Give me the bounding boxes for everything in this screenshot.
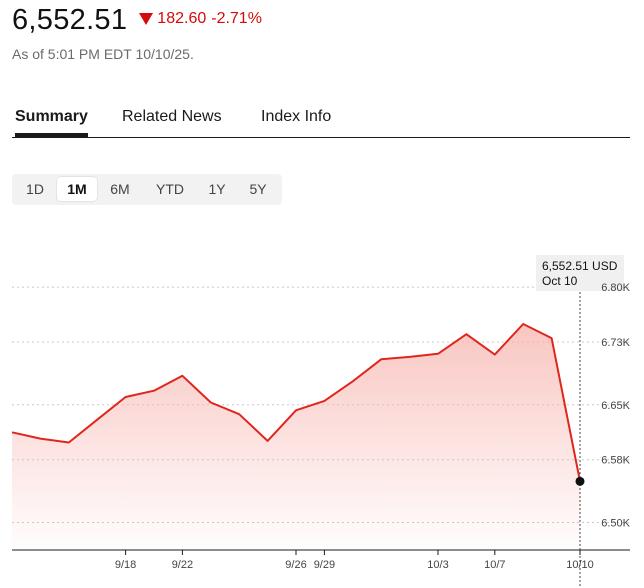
x-tick-label: 9/18 bbox=[115, 559, 136, 571]
change-percent: -2.71% bbox=[211, 10, 262, 27]
y-tick-label: 6.58K bbox=[601, 455, 630, 467]
tab-summary[interactable]: Summary bbox=[15, 108, 88, 137]
index-price: 6,552.51 bbox=[12, 4, 128, 36]
y-tick-label: 6.65K bbox=[601, 400, 630, 412]
x-tick-label: 9/22 bbox=[172, 559, 193, 571]
x-tick-label: 9/29 bbox=[314, 559, 335, 571]
range-1y[interactable]: 1Y bbox=[208, 181, 226, 197]
x-tick-label: 10/10 bbox=[566, 559, 594, 571]
price-tooltip: 6,552.51 USD Oct 10 bbox=[536, 255, 624, 291]
triangle-down-icon bbox=[139, 13, 154, 25]
y-tick-label: 6.80K bbox=[601, 282, 630, 294]
last-price-point[interactable] bbox=[575, 476, 585, 486]
tab-bar: Summary Related News Index Info bbox=[12, 108, 630, 138]
range-ytd[interactable]: YTD bbox=[156, 181, 184, 197]
change-value: 182.60 bbox=[157, 10, 207, 27]
range-1m[interactable]: 1M bbox=[57, 177, 97, 201]
y-tick-label: 6.50K bbox=[601, 518, 630, 530]
x-tick-label: 10/7 bbox=[484, 559, 505, 571]
tab-index-info[interactable]: Index Info bbox=[261, 108, 332, 125]
tab-related-news[interactable]: Related News bbox=[122, 108, 222, 125]
tooltip-date: Oct 10 bbox=[542, 274, 578, 288]
x-tick-label: 10/3 bbox=[427, 559, 448, 571]
price-chart[interactable]: 6,552.51 USD Oct 10 6.80K 6.73K 6.65K 6.58K… bbox=[0, 240, 644, 588]
as-of-timestamp: As of 5:01 PM EDT 10/10/25. bbox=[12, 46, 194, 62]
range-6m[interactable]: 6M bbox=[110, 181, 130, 197]
time-range-selector: 1D 1M 6M YTD 1Y 5Y bbox=[12, 174, 282, 205]
range-1d[interactable]: 1D bbox=[26, 181, 44, 197]
range-5y[interactable]: 5Y bbox=[249, 181, 267, 197]
price-change: 182.60 -2.71% bbox=[139, 10, 262, 28]
y-tick-label: 6.73K bbox=[601, 337, 630, 349]
quote-header: 6,552.51 182.60 -2.71% bbox=[12, 4, 262, 37]
tooltip-value: 6,552.51 USD bbox=[542, 259, 618, 273]
price-line bbox=[11, 323, 581, 482]
x-tick-label: 9/26 bbox=[285, 559, 306, 571]
price-area bbox=[12, 324, 580, 550]
